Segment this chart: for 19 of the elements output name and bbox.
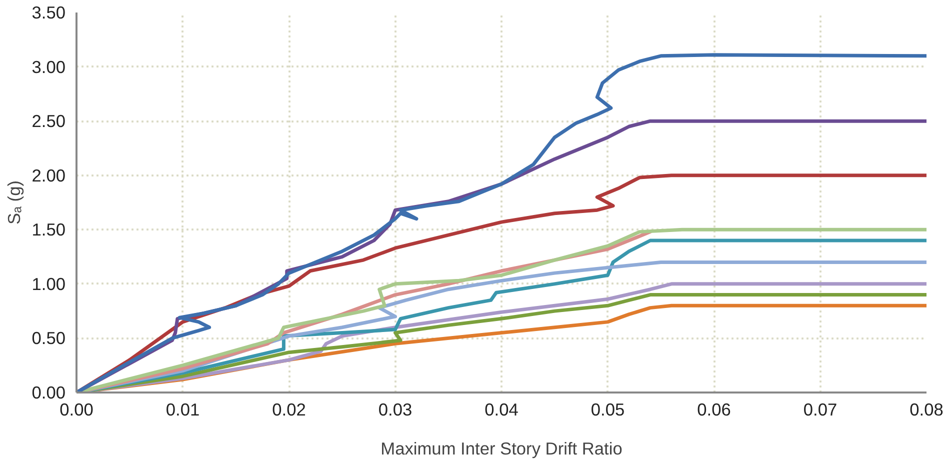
y-tick-label: 0.00 — [32, 382, 66, 402]
x-tick-label: 0.00 — [60, 400, 94, 420]
x-tick-label: 0.06 — [697, 400, 731, 420]
x-axis-title: Maximum Inter Story Drift Ratio — [380, 438, 622, 458]
y-axis-title: Sₐ (g) — [4, 180, 24, 224]
x-tick-label: 0.05 — [590, 400, 625, 420]
y-tick-label: 3.00 — [32, 56, 66, 77]
y-tick-label: 0.50 — [32, 328, 66, 348]
x-tick-label: 0.01 — [166, 400, 200, 420]
x-tick-label: 0.03 — [378, 400, 412, 420]
y-tick-label: 1.00 — [32, 274, 66, 294]
y-tick-label: 3.50 — [32, 2, 66, 22]
y-tick-label: 2.50 — [32, 111, 66, 132]
x-tick-label: 0.04 — [484, 400, 519, 420]
x-tick-label: 0.07 — [803, 400, 838, 420]
x-tick-label: 0.08 — [910, 400, 944, 420]
x-tick-label: 0.02 — [272, 400, 306, 420]
y-tick-label: 1.50 — [32, 220, 66, 240]
y-tick-label: 2.00 — [32, 165, 66, 186]
